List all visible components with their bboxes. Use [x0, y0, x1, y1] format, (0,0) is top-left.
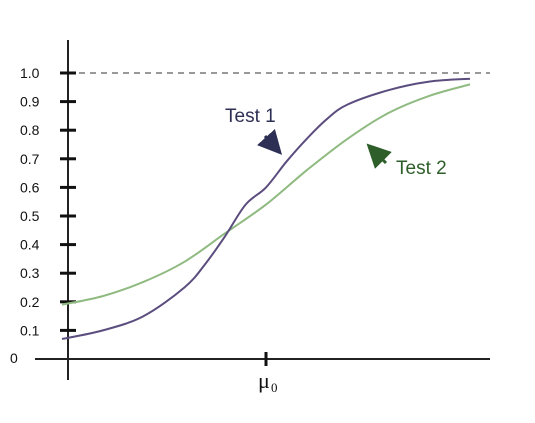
annotation-arrow-test-2 — [366, 143, 392, 169]
x-tick-label: μ — [258, 368, 270, 393]
y-tick-label: 0.2 — [20, 294, 40, 310]
annotation-test-1: Test 1 — [225, 106, 276, 127]
y-tick-label: 0.3 — [20, 265, 40, 281]
x-tick-subscript: 0 — [271, 380, 278, 395]
y-tick-label: 0.1 — [20, 322, 40, 338]
series-line-test-2 — [61, 83, 471, 306]
y-tick-label: 0.9 — [20, 94, 40, 110]
y-tick-label: 0.8 — [20, 122, 40, 138]
y-tick-label: 0.4 — [20, 237, 40, 253]
y-tick-label: 0.6 — [20, 179, 40, 195]
y-tick-label: 1.0 — [20, 65, 40, 81]
y-tick-label: 0.5 — [20, 208, 40, 224]
y-ticks: 0.1 0.2 0.3 0.4 0.5 0.6 0.7 0.8 0.9 1.0 — [20, 65, 76, 338]
y-tick-label: 0.7 — [20, 151, 40, 167]
y-origin-label: 0 — [10, 350, 18, 366]
series-line-test-1 — [61, 77, 471, 340]
annotation-test-2: Test 2 — [396, 158, 447, 179]
annotation-arrow-test-1 — [257, 129, 283, 155]
